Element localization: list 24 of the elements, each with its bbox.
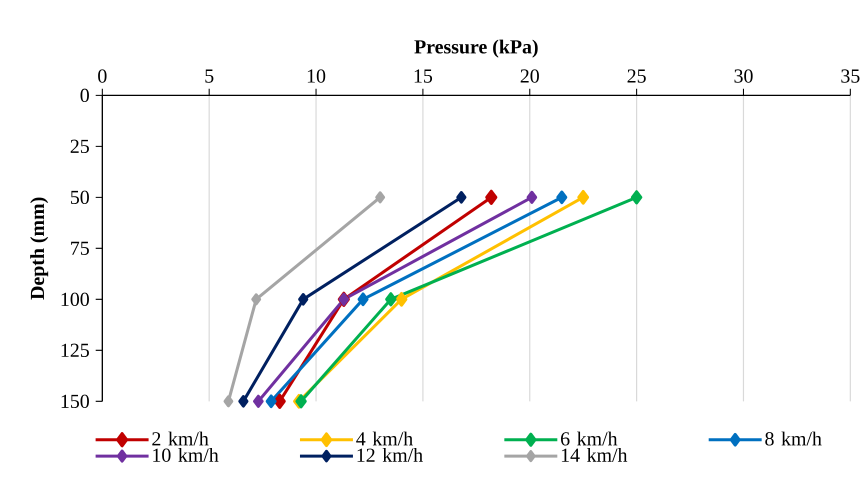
x-tick-label: 20	[520, 69, 539, 83]
legend-label: 6 km/h	[561, 432, 618, 446]
x-axis-title: Pressure (kPa)	[414, 40, 538, 58]
legend-label: 4 km/h	[356, 432, 413, 446]
y-tick-label: 150	[62, 394, 89, 408]
y-tick-label: 100	[62, 292, 89, 306]
x-tick-label: 35	[841, 70, 860, 83]
x-tick-label: 15	[414, 70, 432, 83]
x-tick-label: 5	[205, 70, 214, 83]
x-tick-label: 25	[628, 70, 646, 83]
y-tick-label: 50	[70, 190, 89, 204]
x-tick-label: 30	[734, 69, 753, 83]
y-tick-label: 0	[80, 88, 89, 102]
legend-label: 2 km/h	[152, 432, 209, 446]
x-tick-label: 0	[98, 69, 107, 83]
y-tick-label: 125	[62, 344, 89, 358]
legend-label: 10 km/h	[153, 448, 218, 462]
legend-label: 14 km/h	[562, 448, 628, 462]
legend-label: 8 km/h	[765, 432, 822, 446]
y-axis-title: Depth (mm)	[30, 198, 48, 300]
x-tick-label: 10	[308, 69, 326, 83]
y-tick-label: 75	[71, 242, 89, 256]
y-tick-label: 25	[70, 140, 89, 154]
legend-label: 12 km/h	[358, 448, 423, 462]
